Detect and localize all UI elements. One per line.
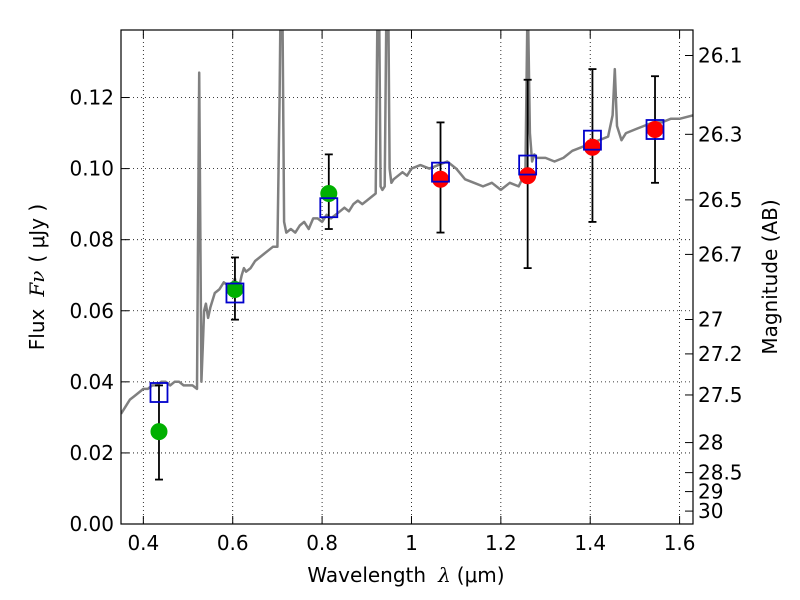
green-point [150, 423, 168, 441]
y2-tick-label: 27.2 [698, 342, 743, 366]
y-tick-label: 0.12 [69, 86, 114, 110]
model-square [645, 119, 665, 140]
y2-tick-label: 27.5 [698, 383, 743, 407]
red-point [432, 170, 450, 188]
y-tick-label: 0.08 [69, 228, 114, 252]
x-tick-label: 0.6 [217, 531, 249, 555]
plot-frame [120, 29, 694, 525]
grid [121, 30, 693, 525]
model-square [319, 197, 339, 219]
y-tick-label: 0.04 [69, 370, 114, 394]
y2-tick-label: 28 [698, 431, 723, 455]
red-point [519, 167, 537, 185]
model-square [225, 282, 245, 304]
model-square [583, 129, 602, 151]
red-point [583, 138, 601, 156]
model-squares-layer [149, 119, 665, 403]
y2-tick-label: 26.1 [698, 43, 743, 67]
red-point [646, 121, 664, 139]
y2-tick-label: 29 [698, 480, 723, 504]
y2-tick-label: 26.5 [698, 188, 743, 212]
y2-tick-label: 26.7 [698, 242, 743, 266]
tick-labels: 0.4 0.6 0.8 1 1.2 1.4 1.6 0.00 0.02 0.04 0.06 0.08 0… [69, 43, 742, 555]
y2-tick-label: 27 [698, 307, 723, 331]
y-tick-label: 0.10 [69, 157, 114, 181]
model-square [431, 161, 450, 183]
x-tick-label: 0.8 [306, 531, 338, 555]
y-tick-label: 0.00 [69, 512, 114, 536]
y2-tick-label: 30 [698, 499, 723, 523]
y2-axis-label: Magnitude (AB) [758, 199, 782, 354]
y-axis-label: FluxFν( μJy ) [25, 204, 49, 350]
spectrum-layer [121, 30, 693, 415]
y2-tick-label: 28.5 [698, 461, 743, 485]
model-square [149, 382, 169, 403]
x-tick-label: 1.6 [664, 531, 696, 555]
x-tick-label: 1.4 [574, 531, 606, 555]
y-tick-label: 0.06 [69, 299, 114, 323]
x-tick-label: 1 [405, 531, 418, 555]
x-tick-label: 1.2 [485, 531, 517, 555]
model-square [518, 154, 538, 176]
y2-tick-label: 26.3 [698, 122, 743, 146]
x-axis-label: Wavelength λ (μm) [307, 563, 504, 587]
points-layer [150, 121, 664, 441]
y-tick-label: 0.02 [69, 441, 114, 465]
ticks [121, 30, 693, 525]
spectrum-line [121, 30, 693, 415]
x-tick-label: 0.4 [127, 531, 159, 555]
